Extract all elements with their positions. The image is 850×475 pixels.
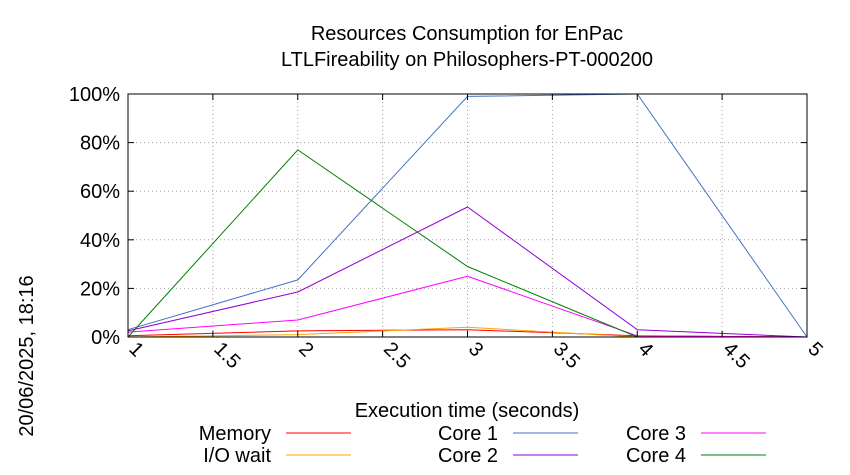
x-axis-label: Execution time (seconds) <box>355 400 580 422</box>
series-line-core-4 <box>127 149 807 338</box>
timestamp-label: 20/06/2025, 18:16 <box>16 275 38 436</box>
legend: Memory Core 1 Core 3 I/O wait Core 2 Core 4 <box>199 423 766 467</box>
x-tick-label: 4 <box>634 338 657 361</box>
series-line-core-2 <box>127 206 808 338</box>
x-axis-ticks: 1 1.5 2 2.5 3 3.5 4 4.5 5 <box>124 94 827 373</box>
y-tick-label: 0% <box>91 327 120 349</box>
y-tick-label: 80% <box>80 133 120 155</box>
x-tick-label: 3.5 <box>549 338 584 373</box>
legend-label: Core 2 <box>438 445 498 467</box>
y-tick-label: 60% <box>80 181 120 203</box>
legend-label: Core 3 <box>626 423 686 445</box>
chart-title: Resources Consumption for EnPac <box>311 23 623 45</box>
grid-lines <box>127 93 808 338</box>
x-tick-label: 5 <box>803 338 826 361</box>
x-tick-label: 2 <box>294 338 317 361</box>
y-tick-label: 40% <box>80 230 120 252</box>
x-tick-label: 4.5 <box>719 338 754 373</box>
x-tick-label: 1.5 <box>209 338 244 373</box>
y-tick-label: 20% <box>80 278 120 300</box>
legend-label: I/O wait <box>203 445 271 467</box>
chart-subtitle: LTLFireability on Philosophers-PT-000200 <box>281 49 653 71</box>
legend-label: Memory <box>199 423 271 445</box>
legend-label: Core 4 <box>626 445 686 467</box>
x-tick-label: 3 <box>464 338 487 361</box>
x-tick-label: 1 <box>124 338 147 361</box>
legend-label: Core 1 <box>438 423 498 445</box>
series-line-core-3 <box>127 275 808 338</box>
y-tick-label: 100% <box>69 84 120 106</box>
x-tick-label: 2.5 <box>379 338 414 373</box>
y-axis-ticks: 0% 20% 40% 60% 80% 100% <box>69 84 807 349</box>
